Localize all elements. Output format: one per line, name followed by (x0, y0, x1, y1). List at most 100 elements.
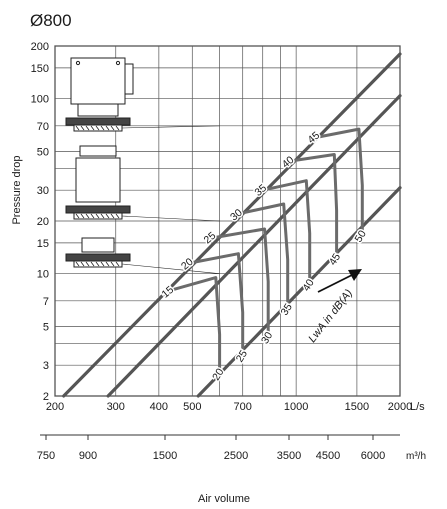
grille-slat (90, 213, 95, 219)
sound-level-label: 40 (300, 277, 316, 293)
unit-drawing (65, 145, 131, 220)
axis-ticks: 200 300 400 500 700 1000 1500 20002357101520305… (31, 41, 413, 462)
x-tick-label: 400 (150, 401, 168, 413)
unit-screw (75, 60, 81, 66)
y-tick-label: 3 (43, 360, 49, 372)
x-tick-label: 700 (234, 401, 252, 413)
sound-curve (315, 127, 364, 234)
x-tick-label: 500 (183, 401, 201, 413)
sound-level-label: 35 (252, 182, 269, 199)
y-tick-label: 20 (37, 216, 49, 228)
y-tick-label: 150 (31, 63, 49, 75)
x-unit-label: L/s (410, 401, 425, 413)
secondary-x-tick-label: 750 (37, 450, 55, 462)
pressure-lines (62, 52, 402, 398)
x-tick-label: 2000 (388, 401, 412, 413)
leader-line (121, 125, 220, 129)
y-tick-label: 10 (37, 269, 49, 281)
unit-plate (65, 253, 131, 262)
grille-slat (100, 213, 105, 219)
pressure-line (106, 94, 402, 398)
grille-slat (105, 213, 110, 219)
y-tick-label: 30 (37, 185, 49, 197)
grille-slat (85, 125, 90, 131)
unit-cap (79, 145, 117, 157)
sound-level-label: 50 (353, 228, 369, 244)
grille-slat (105, 261, 110, 267)
y-tick-label: 2 (43, 391, 49, 403)
grille-slat (95, 125, 100, 131)
chart-title: Ø800 (30, 11, 72, 30)
sound-level-label: 45 (327, 251, 343, 267)
grille-slat (90, 261, 95, 267)
sound-annotation: LwA in dB(A) (306, 287, 355, 345)
x-tick-label: 300 (107, 401, 125, 413)
grille-slat (115, 213, 120, 219)
unit-plate (65, 117, 131, 126)
unit-body (70, 57, 126, 105)
sound-level-label: 25 (234, 348, 250, 364)
pressure-line (62, 52, 402, 398)
grille-slat (110, 213, 115, 219)
leader-line (121, 215, 220, 222)
unit-body (81, 237, 115, 253)
grille-slat (75, 125, 80, 131)
grille-slat (110, 125, 115, 131)
secondary-x-tick-label: 3500 (277, 450, 301, 462)
annotation-arrow-head (348, 269, 362, 281)
grille-slat (75, 213, 80, 219)
sound-curve (262, 179, 312, 282)
x-tick-label: 200 (46, 401, 64, 413)
unit-drawing (65, 57, 134, 132)
secondary-x-tick-label: 900 (79, 450, 97, 462)
unit-connector (124, 63, 134, 95)
sound-level-curves (169, 127, 364, 371)
unit-drawing (65, 237, 131, 268)
grille-slat (85, 213, 90, 219)
pressure-line (196, 186, 402, 398)
x-axis-title: Air volume (198, 493, 250, 505)
sound-curve (289, 153, 339, 257)
grille-slat (95, 261, 100, 267)
grille-slat (85, 261, 90, 267)
grille-slat (110, 261, 115, 267)
y-tick-label: 100 (31, 94, 49, 106)
grille-slat (115, 125, 120, 131)
unit-plate (65, 205, 131, 214)
grille-slat (100, 261, 105, 267)
unit-body (75, 157, 121, 203)
y-tick-label: 70 (37, 121, 49, 133)
sound-curve (169, 276, 222, 371)
sound-level-label: 35 (279, 301, 295, 317)
annotation-arrow-shaft (317, 274, 353, 293)
grille-slat (95, 213, 100, 219)
grille-slat (75, 261, 80, 267)
secondary-x-tick-label: 1500 (153, 450, 177, 462)
y-tick-label: 5 (43, 321, 49, 333)
unit-neck (77, 103, 119, 117)
grille-slat (80, 213, 85, 219)
sound-curve (211, 227, 270, 335)
secondary-x-tick-label: 2500 (224, 450, 248, 462)
y-tick-label: 200 (31, 41, 49, 53)
secondary-x-tick-label: 6000 (361, 450, 385, 462)
grille-slat (80, 125, 85, 131)
x-tick-label: 1000 (284, 401, 308, 413)
y-tick-label: 50 (37, 146, 49, 158)
grille-slat (80, 261, 85, 267)
y-tick-label: 7 (43, 296, 49, 308)
y-axis-title: Pressure drop (11, 155, 23, 224)
secondary-x-unit-label: m³/h (406, 451, 426, 462)
secondary-x-tick-label: 4500 (316, 450, 340, 462)
unit-screw (115, 60, 121, 66)
grille-slat (105, 125, 110, 131)
sound-level-label: 25 (202, 230, 219, 247)
sound-annotation-text: LwA in dB(A) (306, 287, 355, 345)
y-tick-label: 15 (37, 238, 49, 250)
unit-drawings (65, 57, 220, 274)
sound-curve (189, 252, 245, 354)
leader-line (121, 263, 220, 274)
sound-curve (238, 202, 290, 307)
